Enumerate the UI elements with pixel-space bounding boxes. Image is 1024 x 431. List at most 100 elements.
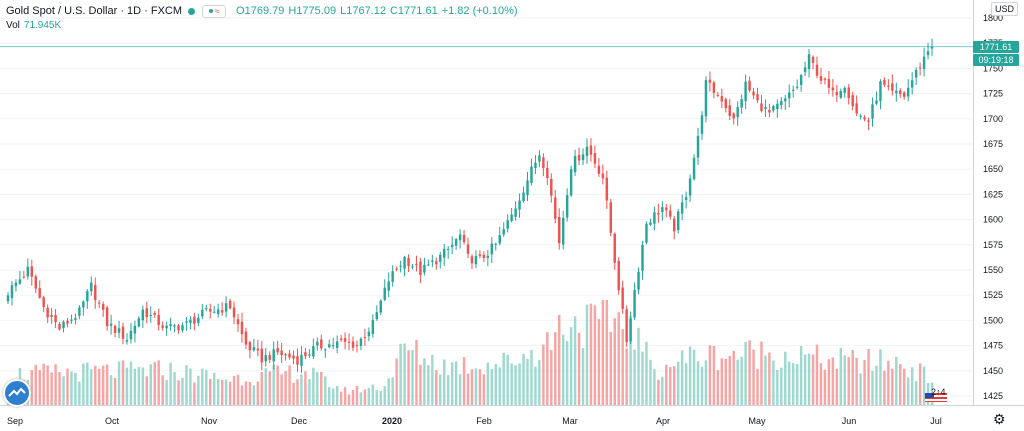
x-tick-label: 2020 [382,416,402,426]
ohlc-low: L1767.12 [340,5,386,17]
x-tick-label: Jun [842,416,857,426]
candle-body [50,314,53,317]
volume-bar [669,367,672,405]
candle-body [450,244,454,248]
candle-body [895,90,898,94]
chart-header: Gold Spot / U.S. Dollar · 1D · FXCM ≈ O1… [6,3,522,19]
volume-bar [252,385,256,405]
candle-body [772,106,775,111]
volume-bar [383,386,386,405]
candle-body [462,234,466,243]
volume-bar [593,305,597,405]
volume-bar [193,382,196,405]
symbol-title[interactable]: Gold Spot / U.S. Dollar · 1D · FXCM [6,5,183,17]
volume-bar [661,376,664,405]
volume-bar [601,300,605,405]
volume-bar [791,363,795,405]
candle-body [827,78,831,88]
volume-bar [439,374,442,405]
volume-bar [343,387,347,405]
candle-body [716,94,720,96]
y-tick-label: 1525 [983,290,1003,300]
volume-bar [617,312,620,405]
candle-body [847,87,850,99]
candle-body [359,338,363,347]
volume-bar [506,354,509,405]
candle-body [554,197,557,219]
candle-body [101,304,105,310]
volume-bar [680,350,684,405]
candle-body [835,91,839,96]
volume-bar [363,389,367,405]
volume-bar [117,361,121,405]
volume-bar [94,365,97,405]
candle-body [577,154,581,161]
candle-body [748,80,751,91]
volume-bar [125,367,129,405]
candle-body [799,75,803,86]
candle-body [320,339,323,349]
volume-bar [280,374,283,405]
candle-body [181,325,184,331]
candle-body [855,103,858,114]
volume-bar [157,360,160,405]
candle-body [86,291,89,302]
candle-body [684,197,688,201]
volume-bar [454,361,458,405]
candle-body [649,222,652,225]
candle-body [887,85,890,87]
volume-bar [823,369,827,405]
candle-body [899,90,902,95]
us-flag-icon[interactable]: 2↑4 [925,387,955,402]
ohlc-open: O1769.79 [236,5,285,17]
currency-badge[interactable]: USD [990,2,1018,16]
volume-bar [442,359,446,405]
candle-body [46,307,49,318]
volume-bar [446,375,450,405]
volume-bar [133,368,137,405]
indicator-toggle-button[interactable]: ≈ [202,4,227,18]
candle-body [177,325,180,331]
candle-body [454,239,458,246]
candle-body [692,157,696,180]
volume-bar [236,374,240,405]
volume-bar [891,368,894,405]
volume-bar [629,315,632,405]
volume-bar [300,374,303,405]
candle-body [78,307,81,316]
volume-bar [879,349,882,405]
y-tick-label: 1600 [983,215,1003,225]
volume-bar [435,370,438,405]
volume-bar [74,372,77,405]
candle-body [585,146,589,157]
candle-body [276,347,279,353]
volume-bar [720,358,724,405]
y-tick-label: 1650 [983,164,1003,174]
volume-bar [189,368,192,405]
candle-body [209,308,212,312]
volume-bar [788,361,791,405]
volume-bar [387,378,390,405]
volume-bar [859,373,862,405]
candle-body [70,319,73,321]
candle-body [252,347,256,351]
volume-bar [181,378,184,405]
volume-label: Vol [6,20,20,31]
candle-body [784,98,787,102]
gear-icon[interactable]: ⚙ [993,411,1006,427]
volume-bar [641,351,644,405]
candle-body [240,321,244,335]
candle-body [791,89,795,91]
candle-body [597,165,601,174]
candle-body [605,177,609,201]
volume-bar [708,345,712,405]
tradingview-logo-icon[interactable] [3,379,31,407]
candle-body [312,346,315,357]
candle-body [561,217,565,245]
candle-body [442,248,446,258]
y-tick-label: 1725 [983,89,1003,99]
candle-body [530,166,533,183]
volume-bar [264,368,267,405]
volume-bar [835,368,839,405]
